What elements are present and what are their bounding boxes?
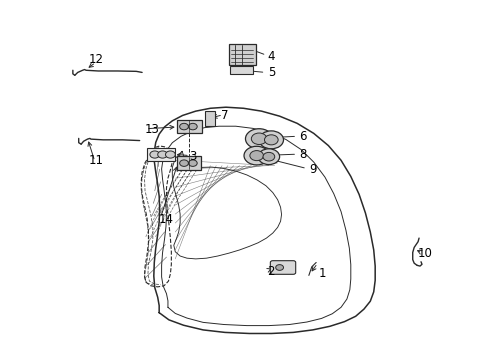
Circle shape bbox=[165, 151, 175, 158]
Text: 1: 1 bbox=[318, 267, 325, 280]
Bar bbox=[177, 120, 201, 134]
Circle shape bbox=[249, 150, 263, 161]
Text: 2: 2 bbox=[267, 265, 275, 278]
Circle shape bbox=[245, 129, 272, 149]
Text: 13: 13 bbox=[144, 123, 159, 136]
Circle shape bbox=[263, 152, 274, 161]
Bar bbox=[229, 66, 253, 74]
Circle shape bbox=[244, 146, 269, 165]
Text: 8: 8 bbox=[299, 148, 306, 161]
Text: 11: 11 bbox=[88, 154, 103, 167]
Text: 14: 14 bbox=[159, 213, 174, 226]
Circle shape bbox=[275, 265, 283, 270]
Circle shape bbox=[188, 160, 197, 166]
Circle shape bbox=[258, 149, 279, 165]
Circle shape bbox=[188, 123, 197, 130]
Text: 10: 10 bbox=[417, 247, 431, 260]
Text: 3: 3 bbox=[189, 150, 197, 163]
Circle shape bbox=[179, 160, 188, 166]
Text: 4: 4 bbox=[267, 50, 275, 63]
Circle shape bbox=[158, 151, 167, 158]
Circle shape bbox=[179, 123, 188, 130]
Bar bbox=[177, 156, 200, 170]
Text: 9: 9 bbox=[308, 163, 316, 176]
Text: 7: 7 bbox=[221, 109, 228, 122]
Bar bbox=[228, 44, 255, 65]
Circle shape bbox=[259, 131, 283, 149]
Bar bbox=[147, 148, 175, 161]
Circle shape bbox=[264, 135, 278, 145]
Bar bbox=[205, 111, 215, 126]
Text: 12: 12 bbox=[88, 53, 103, 66]
Circle shape bbox=[251, 133, 266, 144]
Text: 6: 6 bbox=[299, 130, 306, 144]
Text: 5: 5 bbox=[267, 66, 274, 79]
FancyBboxPatch shape bbox=[270, 261, 295, 274]
Circle shape bbox=[150, 151, 159, 158]
